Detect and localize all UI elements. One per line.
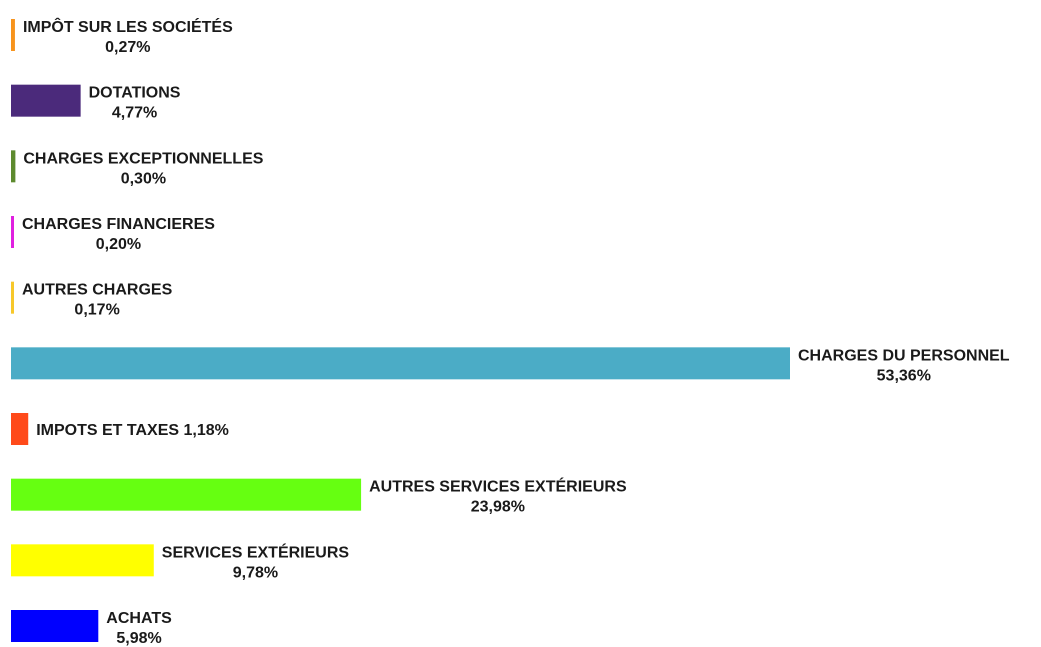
category-label-services-exterieurs: SERVICES EXTÉRIEURS — [162, 542, 350, 561]
value-label-achats: 5,98% — [116, 630, 161, 647]
bar-label-charges-exceptionnelles: CHARGES EXCEPTIONNELLES 0,30% — [23, 150, 263, 187]
category-label-charges-exceptionnelles: CHARGES EXCEPTIONNELLES — [23, 150, 263, 167]
bar-autres-charges — [11, 281, 14, 314]
bar-label-impots-et-taxes: IMPOTS ET TAXES 1,18% — [36, 422, 229, 439]
value-label-autres-services-exterieurs: 23,98% — [471, 499, 525, 516]
value-text: 1,18% — [184, 422, 229, 439]
bar-charges-exceptionnelles — [11, 150, 16, 183]
bar-services-exterieurs — [11, 544, 154, 577]
category-label-charges-du-personnel: CHARGES DU PERSONNEL — [798, 347, 1010, 364]
bar-label-services-exterieurs: SERVICES EXTÉRIEURS 9,78% — [162, 542, 350, 581]
bar-label-charges-financieres: CHARGES FINANCIERES 0,20% — [22, 216, 215, 253]
bar-charges-financieres — [11, 216, 14, 248]
value-label-services-exterieurs: 9,78% — [233, 564, 278, 581]
value-label-impot-sur-les-societes: 0,27% — [105, 39, 150, 56]
bar-dotations — [11, 84, 81, 117]
bar-achats — [11, 610, 99, 642]
value-label-charges-du-personnel: 53,36% — [877, 367, 931, 384]
category-label-autres-services-exterieurs: AUTRES SERVICES EXTÉRIEURS — [369, 477, 627, 496]
category-label-impots-et-taxes: IMPOTS ET TAXES 1,18% — [36, 422, 229, 439]
category-text: IMPOTS ET TAXES — [36, 422, 183, 439]
bar-label-achats: ACHATS 5,98% — [106, 610, 172, 647]
bar-impot-sur-les-societes — [11, 19, 15, 51]
bar-charges-du-personnel — [11, 347, 790, 380]
bar-label-autres-charges: AUTRES CHARGES 0,17% — [22, 282, 173, 319]
value-label-charges-financieres: 0,20% — [96, 236, 141, 253]
category-label-achats: ACHATS — [106, 610, 172, 627]
bar-autres-services-exterieurs — [11, 478, 362, 511]
bar-impots-et-taxes — [11, 413, 29, 445]
category-label-charges-financieres: CHARGES FINANCIERES — [22, 216, 215, 233]
category-label-autres-charges: AUTRES CHARGES — [22, 282, 173, 299]
bar-label-charges-du-personnel: CHARGES DU PERSONNEL 53,36% — [798, 347, 1010, 384]
bar-label-impot-sur-les-societes: IMPÔT SUR LES SOCIÉTÉS 0,27% — [23, 17, 233, 56]
bar-label-dotations: DOTATIONS 4,77% — [89, 85, 181, 122]
bar-label-autres-services-exterieurs: AUTRES SERVICES EXTÉRIEURS 23,98% — [369, 477, 627, 516]
value-label-dotations: 4,77% — [112, 105, 157, 122]
value-label-charges-exceptionnelles: 0,30% — [121, 170, 166, 187]
value-label-autres-charges: 0,17% — [74, 302, 119, 319]
category-label-impot-sur-les-societes: IMPÔT SUR LES SOCIÉTÉS — [23, 17, 233, 36]
category-label-dotations: DOTATIONS — [89, 85, 181, 102]
